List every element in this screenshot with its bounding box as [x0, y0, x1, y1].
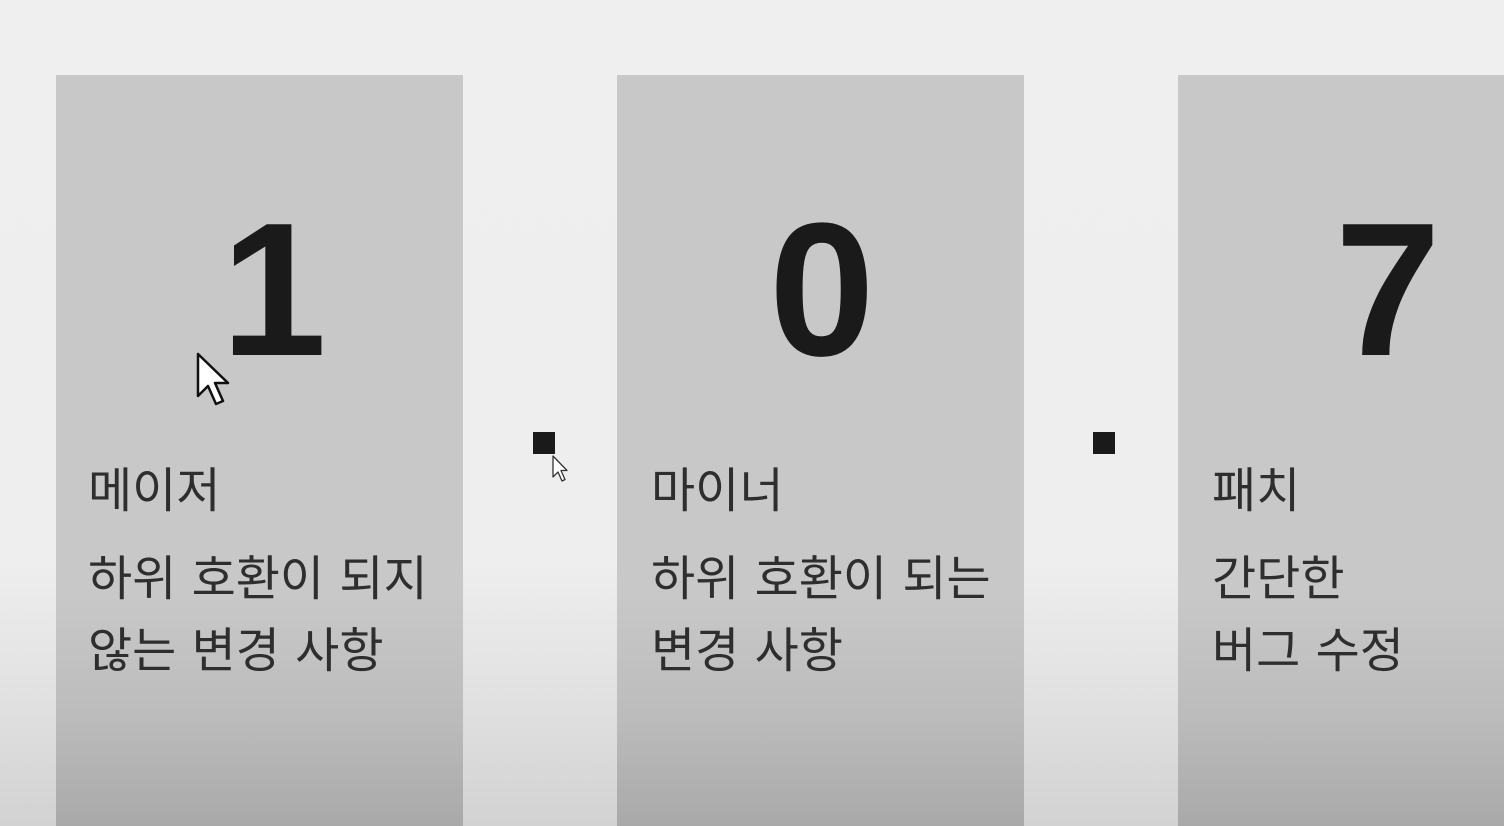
minor-digit: 0	[769, 184, 875, 396]
minor-description: 하위 호환이 되는 변경 사항	[651, 543, 991, 687]
major-description-line-1: 하위 호환이 되지	[88, 551, 428, 607]
patch-description: 간단한 버그 수정	[1212, 543, 1404, 687]
minor-description-line-2: 변경 사항	[651, 623, 843, 679]
mouse-pointer-icon	[196, 352, 230, 410]
patch-digit: 7	[1335, 184, 1441, 396]
major-description-line-2: 않는 변경 사항	[88, 623, 384, 679]
major-title: 메이저	[88, 463, 221, 519]
version-separator-dot-2	[1093, 432, 1115, 454]
patch-version-card: 7 패치 간단한 버그 수정	[1178, 75, 1504, 826]
mouse-pointer-icon	[552, 455, 568, 487]
major-digit: 1	[221, 184, 327, 396]
minor-description-line-1: 하위 호환이 되는	[651, 551, 991, 607]
patch-description-line-2: 버그 수정	[1212, 623, 1404, 679]
version-separator-dot-1	[533, 432, 555, 454]
major-description: 하위 호환이 되지 않는 변경 사항	[88, 543, 428, 687]
patch-description-line-1: 간단한	[1212, 551, 1345, 607]
major-version-card: 1 메이저 하위 호환이 되지 않는 변경 사항	[56, 75, 463, 826]
minor-version-card: 0 마이너 하위 호환이 되는 변경 사항	[617, 75, 1024, 826]
minor-title: 마이너	[651, 463, 784, 519]
patch-title: 패치	[1212, 463, 1301, 519]
